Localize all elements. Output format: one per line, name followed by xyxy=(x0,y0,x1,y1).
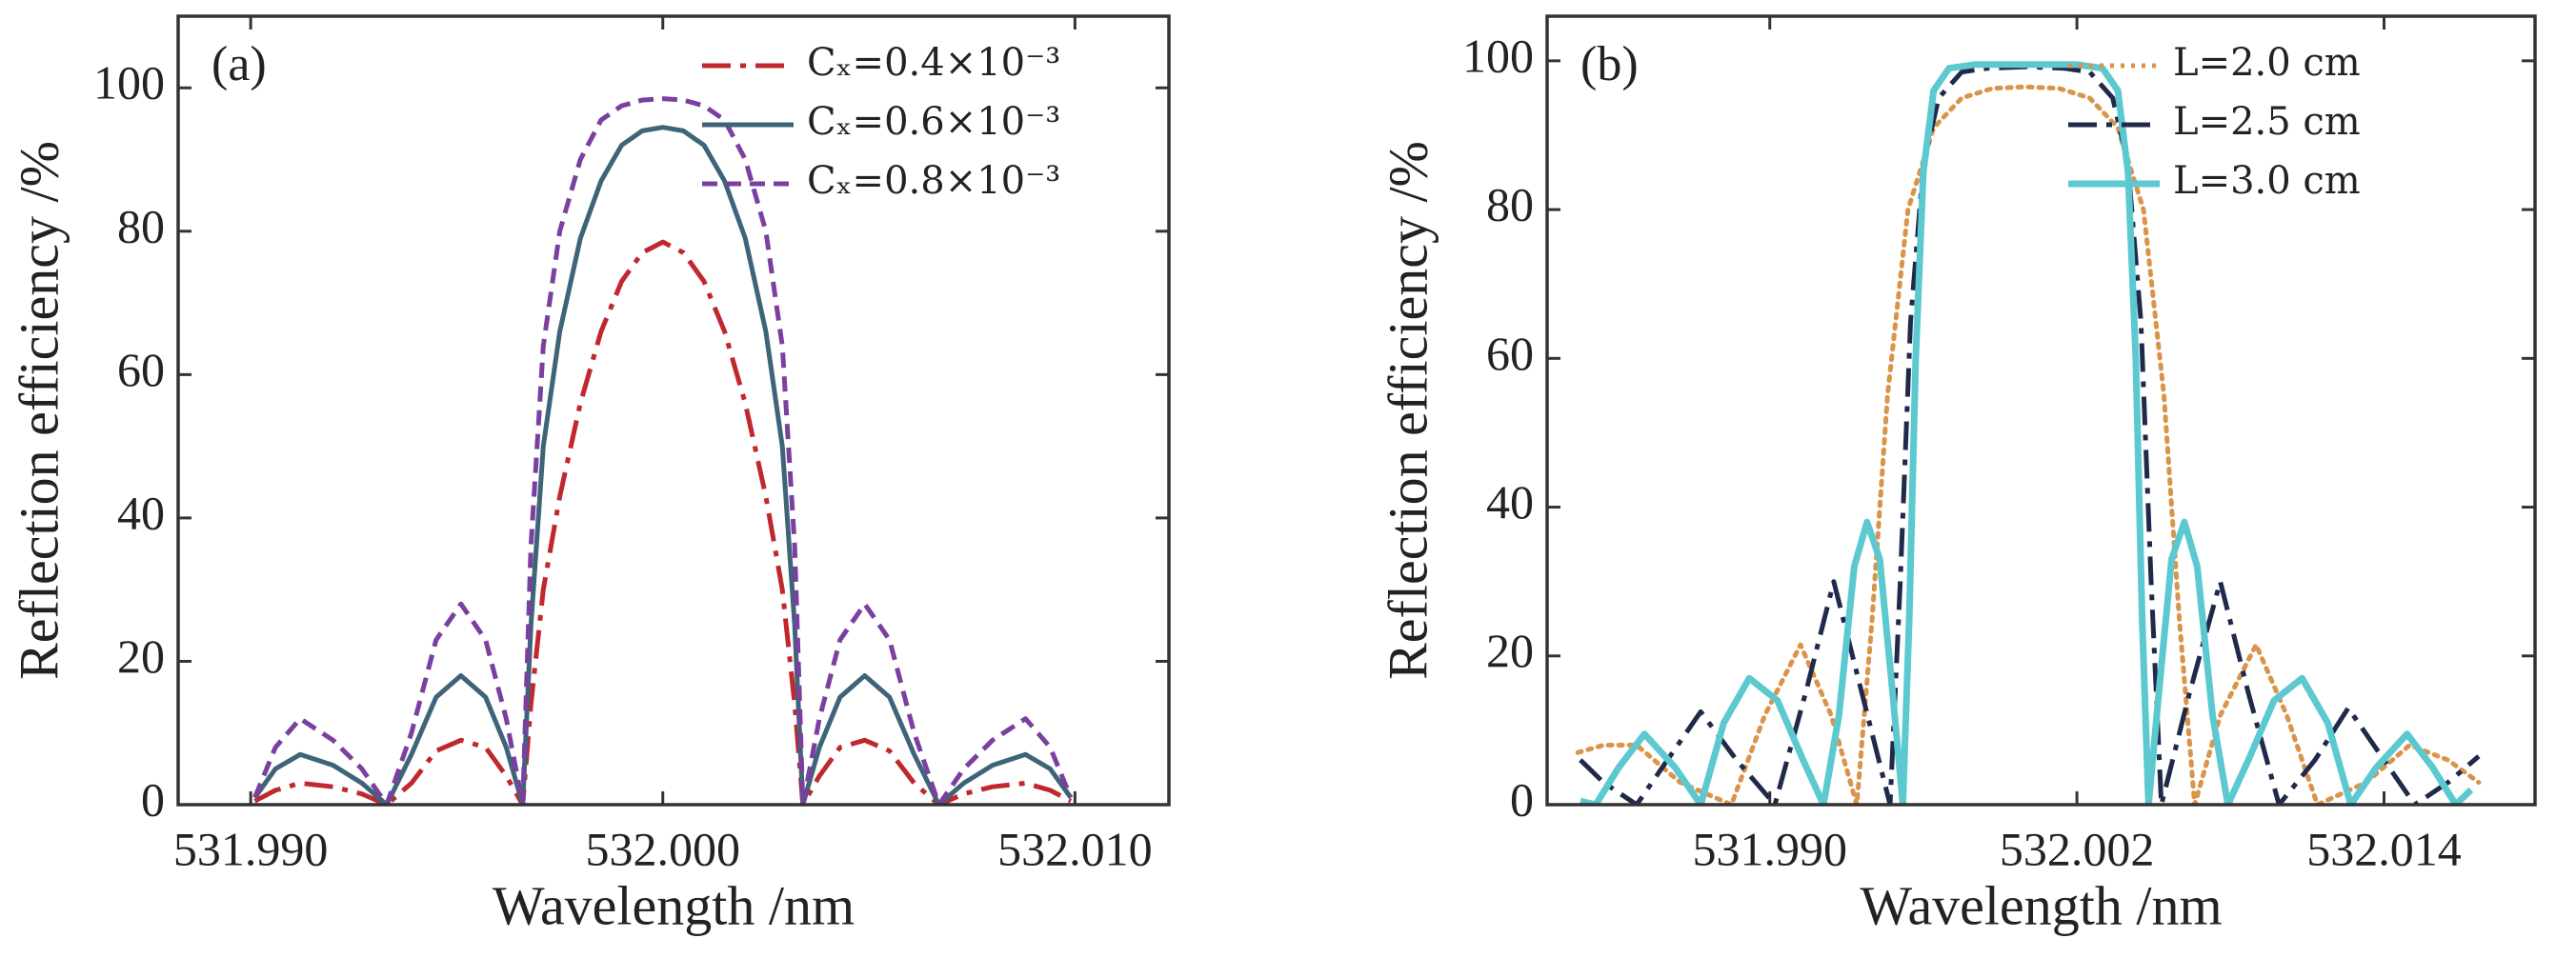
panel: 0 20 40 60 80 100 531.990 532.002 532.014 L=2.0 c… xyxy=(1377,14,2537,936)
y-tick-label: 20 xyxy=(117,629,165,683)
y-tick-label: 0 xyxy=(1510,772,1534,826)
y-tick-label: 80 xyxy=(117,199,165,252)
panel: 0 20 40 60 80 100 531.990 532.000 532.010 Cₓ=0.4×… xyxy=(8,14,1171,936)
legend-label: Cₓ=0.6×10⁻³ xyxy=(807,100,1060,144)
legend-label: L=2.0 cm xyxy=(2173,41,2361,85)
panel-label: (a) xyxy=(211,37,267,91)
series-line xyxy=(252,96,1074,805)
series-line xyxy=(1575,84,2482,805)
plot-frame xyxy=(1545,14,2537,807)
y-axis-title: Reflection efficiency /% xyxy=(8,141,70,680)
legend-label: Cₓ=0.4×10⁻³ xyxy=(807,41,1060,85)
x-tick-label: 532.000 xyxy=(586,822,741,875)
legend-label: Cₓ=0.8×10⁻³ xyxy=(807,159,1060,203)
plot-frame xyxy=(176,14,1171,807)
series-line xyxy=(253,239,1073,805)
y-tick-label: 80 xyxy=(1486,178,1534,231)
y-tick-label: 40 xyxy=(117,486,165,539)
x-tick-label: 532.014 xyxy=(2306,822,2462,875)
y-tick-label: 20 xyxy=(1486,624,1534,677)
x-tick-label: 531.990 xyxy=(173,822,329,875)
y-tick-label: 40 xyxy=(1486,475,1534,529)
legend-label: L=3.0 cm xyxy=(2173,159,2361,203)
y-tick-label: 60 xyxy=(1486,327,1534,380)
x-tick-label: 532.010 xyxy=(997,822,1153,875)
series-line xyxy=(252,125,1074,805)
x-tick-label: 531.990 xyxy=(1692,822,1847,875)
y-tick-label: 0 xyxy=(141,772,165,826)
x-axis-title: Wavelength /nm xyxy=(493,874,855,936)
panel-label: (b) xyxy=(1580,37,1639,91)
y-tick-label: 100 xyxy=(93,56,165,110)
legend-label: L=2.5 cm xyxy=(2173,100,2361,144)
x-axis-title: Wavelength /nm xyxy=(1860,874,2222,936)
y-axis-title: Reflection efficiency /% xyxy=(1377,141,1439,680)
y-tick-label: 100 xyxy=(1462,29,1534,82)
x-tick-label: 532.002 xyxy=(2000,822,2155,875)
y-tick-label: 60 xyxy=(117,343,165,396)
series-line xyxy=(1580,61,2474,805)
